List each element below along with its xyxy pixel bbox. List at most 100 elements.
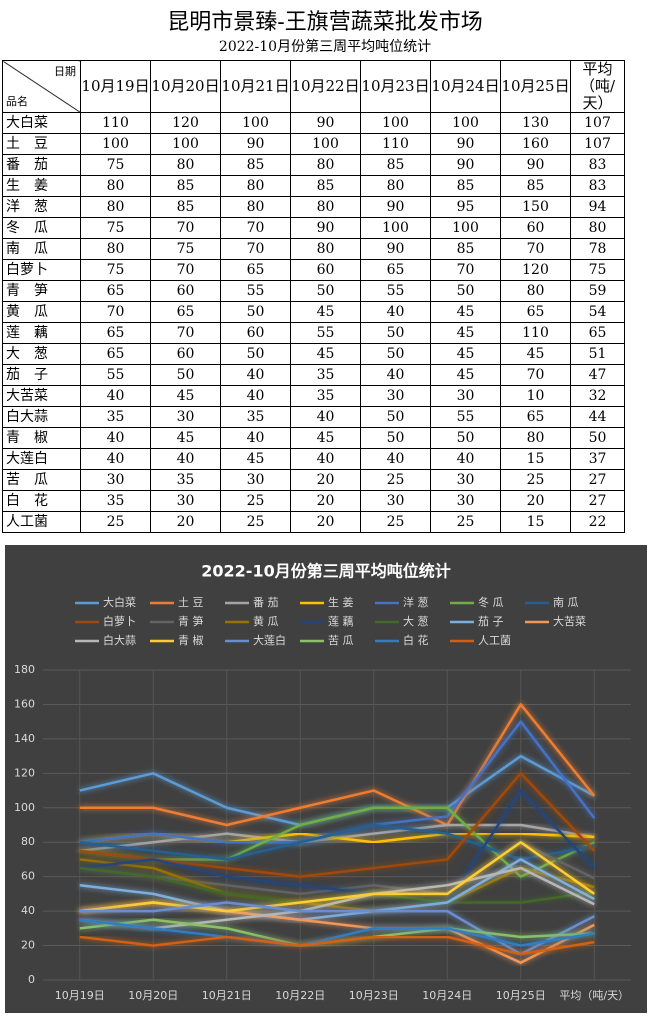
cell: 40 <box>220 385 291 407</box>
y-tick-label: 160 <box>14 697 35 710</box>
cell: 35 <box>290 385 361 407</box>
table-row: 生 姜 80 85 80 85 80 85 85 83 <box>2 175 625 197</box>
cell: 20 <box>290 490 361 512</box>
cell: 60 <box>220 322 291 344</box>
y-tick-label: 0 <box>28 973 35 986</box>
cell: 60 <box>500 217 571 239</box>
row-label: 大 葱 <box>2 343 81 365</box>
cell: 80 <box>290 238 361 260</box>
cell: 70 <box>430 259 501 281</box>
cell: 25 <box>500 469 571 491</box>
cell: 25 <box>360 511 431 533</box>
table-row: 冬 瓜 75 70 70 90 100 100 60 80 <box>2 217 625 239</box>
table-row: 茄 子 55 50 40 35 40 45 70 47 <box>2 364 625 386</box>
cell: 40 <box>150 448 221 470</box>
y-tick-label: 40 <box>21 904 35 917</box>
row-label: 青 椒 <box>2 427 81 449</box>
cell: 160 <box>500 133 571 155</box>
cell: 85 <box>360 154 431 176</box>
cell: 40 <box>430 448 501 470</box>
cell: 50 <box>360 427 431 449</box>
cell: 65 <box>500 301 571 323</box>
cell: 80 <box>80 238 151 260</box>
legend-label: 白大蒜 <box>103 633 136 647</box>
y-tick-label: 120 <box>14 766 35 779</box>
column-header: 10月20日 <box>150 60 221 113</box>
cell: 80 <box>360 175 431 197</box>
cell: 75 <box>80 154 151 176</box>
chart-title: 2022-10月份第三周平均吨位统计 <box>201 562 450 581</box>
cell: 85 <box>150 175 221 197</box>
cell: 45 <box>430 301 501 323</box>
cell: 70 <box>500 364 571 386</box>
cell: 80 <box>80 196 151 218</box>
table-row: 白 花 35 30 25 20 30 30 20 27 <box>2 490 625 512</box>
table-row: 洋 葱 80 85 80 80 90 95 150 94 <box>2 196 625 218</box>
cell: 40 <box>80 448 151 470</box>
cell: 59 <box>570 280 625 302</box>
cell: 80 <box>220 175 291 197</box>
series-line <box>79 858 595 913</box>
data-table: 日期 品名 10月19日 10月20日 10月21日 10月22日 10月23日 10月24日… <box>2 60 625 533</box>
cell: 75 <box>80 259 151 281</box>
cell: 50 <box>570 427 625 449</box>
row-label: 洋 葱 <box>2 196 81 218</box>
cell: 40 <box>360 448 431 470</box>
cell: 110 <box>500 322 571 344</box>
cell: 35 <box>80 490 151 512</box>
row-label: 黄 瓜 <box>2 301 81 323</box>
cell: 78 <box>570 238 625 260</box>
cell: 90 <box>290 112 361 134</box>
cell: 120 <box>150 112 221 134</box>
cell: 70 <box>500 238 571 260</box>
cell: 55 <box>290 322 361 344</box>
cell: 94 <box>570 196 625 218</box>
cell: 40 <box>360 364 431 386</box>
x-tick-label: 10月19日 <box>55 989 105 1002</box>
cell: 40 <box>220 427 291 449</box>
cell: 30 <box>360 385 431 407</box>
cell: 50 <box>220 343 291 365</box>
row-label: 人工菌 <box>2 511 81 533</box>
table-row: 青 椒 40 45 40 45 50 50 80 50 <box>2 427 625 449</box>
row-label: 白 花 <box>2 490 81 512</box>
cell: 107 <box>570 112 625 134</box>
cell: 100 <box>430 217 501 239</box>
legend-label: 南 瓜 <box>553 596 579 609</box>
cell: 80 <box>290 196 361 218</box>
cell: 35 <box>80 406 151 428</box>
row-label: 生 姜 <box>2 175 81 197</box>
cell: 70 <box>80 301 151 323</box>
legend-label: 洋 葱 <box>403 595 429 609</box>
x-tick-label: 10月25日 <box>496 989 546 1002</box>
cell: 100 <box>150 133 221 155</box>
row-label: 土 豆 <box>2 133 81 155</box>
y-tick-label: 180 <box>14 663 35 676</box>
cell: 20 <box>150 511 221 533</box>
corner-bottom: 品名 <box>6 95 28 108</box>
cell: 55 <box>80 364 151 386</box>
column-header: 10月24日 <box>430 60 501 113</box>
cell: 85 <box>220 154 291 176</box>
cell: 65 <box>570 322 625 344</box>
column-header: 10月21日 <box>220 60 291 113</box>
cell: 27 <box>570 490 625 512</box>
cell: 83 <box>570 175 625 197</box>
cell: 65 <box>80 343 151 365</box>
cell: 25 <box>220 490 291 512</box>
series-line <box>79 789 596 904</box>
legend-label: 人工菌 <box>478 634 511 647</box>
cell: 55 <box>220 280 291 302</box>
cell: 30 <box>430 490 501 512</box>
cell: 75 <box>80 217 151 239</box>
cell: 85 <box>430 238 501 260</box>
cell: 65 <box>500 406 571 428</box>
cell: 45 <box>430 364 501 386</box>
cell: 90 <box>430 133 501 155</box>
cell: 55 <box>360 280 431 302</box>
cell: 83 <box>570 154 625 176</box>
cell: 51 <box>570 343 625 365</box>
cell: 50 <box>360 406 431 428</box>
x-tick-label: 10月24日 <box>422 989 472 1002</box>
cell: 100 <box>80 133 151 155</box>
